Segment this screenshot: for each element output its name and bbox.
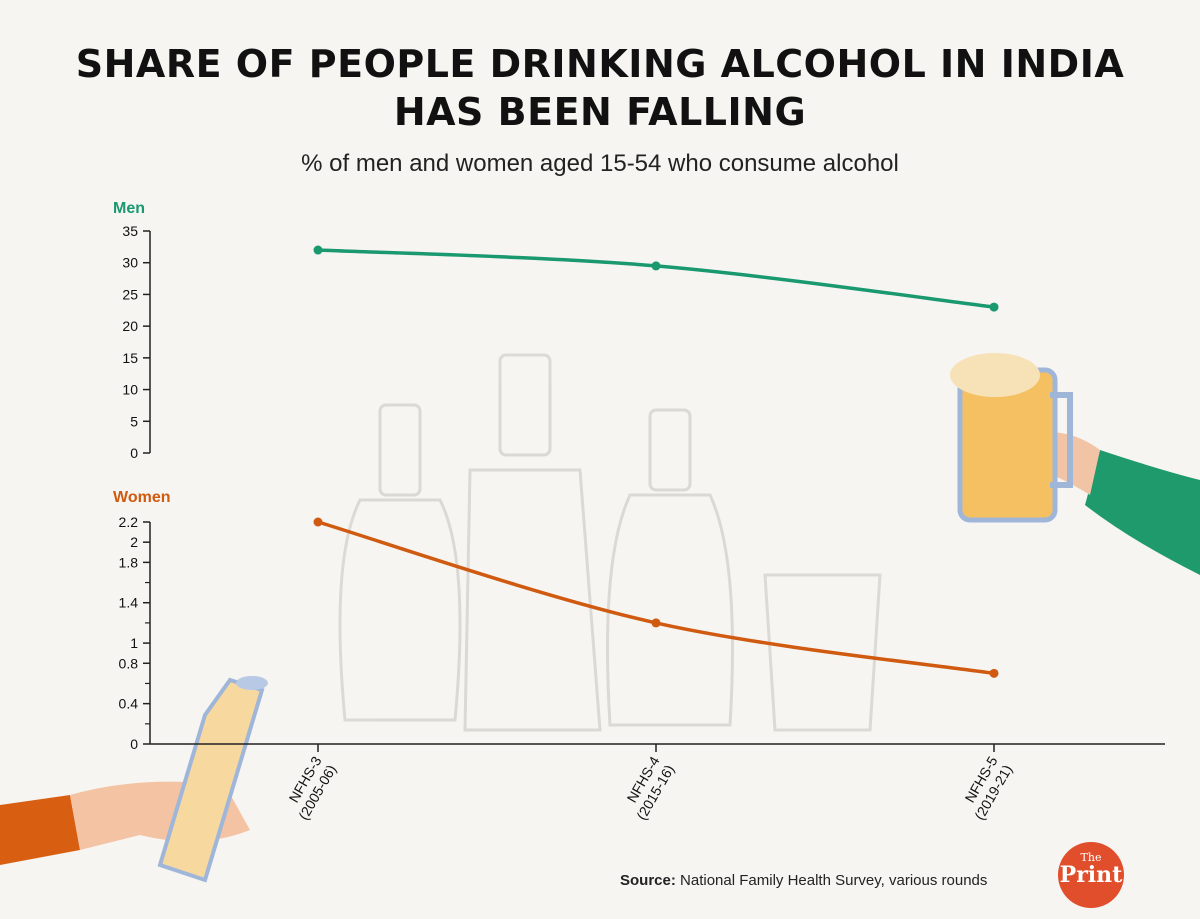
women-y-tick-label: 2.2 (119, 514, 139, 530)
theprint-logo: The Print (1058, 842, 1124, 908)
women-panel-label: Women (113, 489, 170, 506)
men-y-tick-label: 5 (130, 413, 138, 429)
men-panel-label: Men (113, 200, 145, 217)
women-y-tick-label: 1.8 (119, 554, 139, 570)
x-tick-label: NFHS-4(2015-16) (618, 753, 677, 822)
logo-print: Print (1059, 862, 1123, 888)
title-line-1: SHARE OF PEOPLE DRINKING ALCOHOL IN INDI… (75, 42, 1125, 86)
women-y-tick-label: 1 (130, 635, 138, 651)
women-y-tick-label: 2 (130, 534, 138, 550)
men-y-tick-label: 25 (122, 286, 138, 302)
logo-the: The (1080, 851, 1102, 864)
women-y-tick-label: 0.4 (119, 696, 139, 712)
men-y-tick-label: 0 (130, 445, 138, 461)
women-series-line (317, 520, 995, 676)
source-note: Source: National Family Health Survey, v… (620, 872, 987, 889)
x-tick-label: NFHS-5(2019-21) (956, 753, 1015, 822)
women-y-tick-label: 0.8 (119, 655, 139, 671)
women-data-point (989, 668, 999, 678)
source-text: National Family Health Survey, various r… (680, 872, 988, 889)
women-y-tick-label: 0 (130, 736, 138, 752)
x-tick-label: NFHS-3(2005-06) (280, 753, 339, 822)
men-y-tick-label: 20 (122, 318, 138, 334)
chart-subtitle: % of men and women aged 15-54 who consum… (301, 150, 899, 177)
men-data-point (989, 302, 999, 312)
title-line-2: HAS BEEN FALLING (393, 90, 807, 134)
beer-mug-illustration (950, 353, 1200, 575)
women-data-point (313, 517, 323, 527)
source-label: Source: (620, 872, 676, 889)
men-y-tick-label: 35 (122, 223, 138, 239)
women-data-point (651, 618, 661, 628)
men-y-tick-label: 10 (122, 382, 138, 398)
chart-title: SHARE OF PEOPLE DRINKING ALCOHOL IN INDI… (0, 40, 1200, 136)
beer-bottle-illustration (0, 676, 268, 883)
men-series-line (317, 248, 995, 309)
men-data-point (651, 261, 661, 271)
men-y-tick-label: 30 (122, 255, 138, 271)
men-y-tick-label: 15 (122, 350, 138, 366)
women-y-tick-label: 1.4 (119, 595, 139, 611)
bottles-illustration (338, 353, 882, 732)
men-data-point (313, 245, 323, 255)
